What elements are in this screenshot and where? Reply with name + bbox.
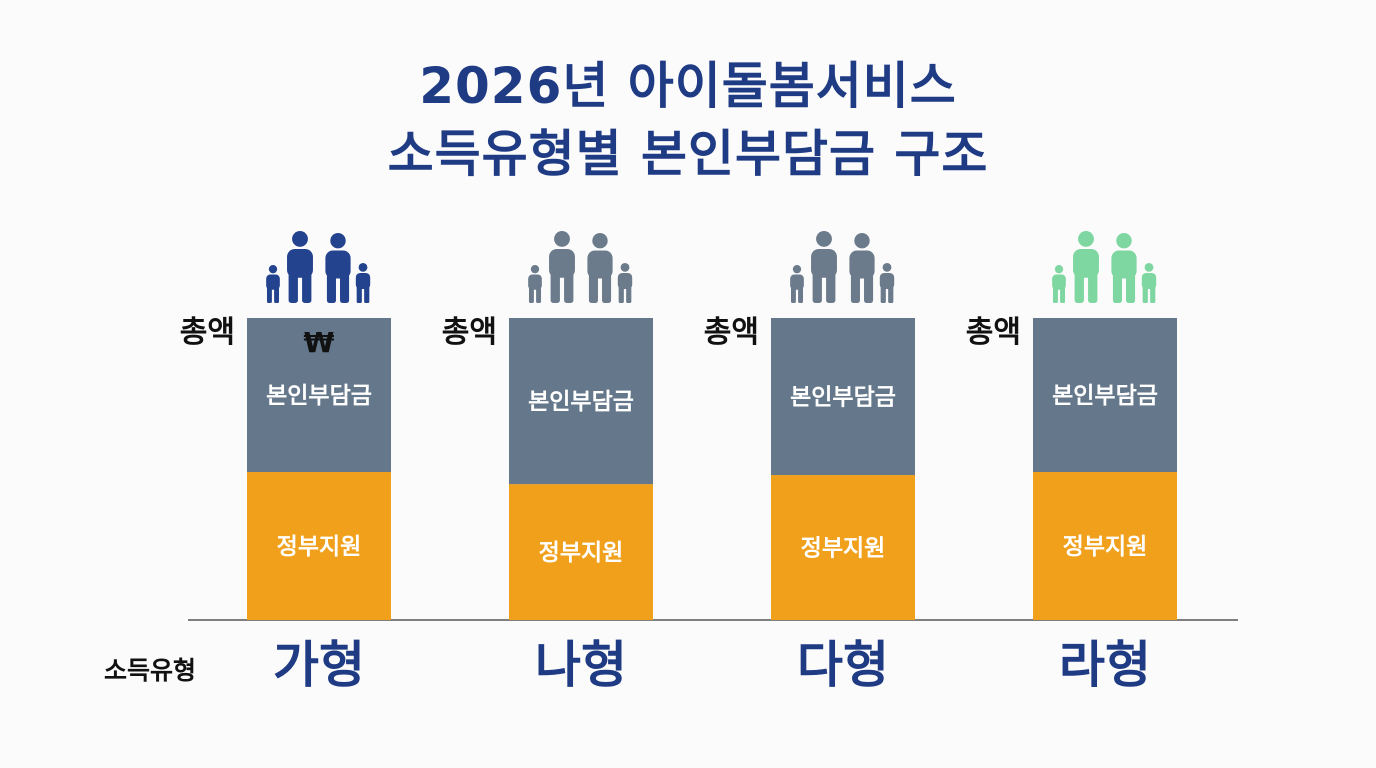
- category-label: 나형: [535, 636, 627, 694]
- category-label: 라형: [1059, 636, 1151, 694]
- bar-segment-gov-support: [771, 475, 915, 620]
- chart-title: 2026년 아이돌봄서비스 소득유형별 본인부담금 구조: [0, 52, 1376, 188]
- bar-label-self-pay: 본인부담금: [790, 385, 896, 411]
- bar-label-gov-support: 정부지원: [539, 540, 624, 566]
- bar-label-gov-support: 정부지원: [1063, 534, 1148, 560]
- x-axis-title: 소득유형: [104, 656, 196, 685]
- bar-label-self-pay: 본인부담금: [266, 383, 372, 409]
- bar-label-self-pay: 본인부담금: [1052, 383, 1158, 409]
- bar-label-gov-support: 정부지원: [277, 534, 362, 560]
- bar-segment-gov-support: [1033, 472, 1177, 620]
- bar-segment-self-pay: [771, 318, 915, 476]
- total-label: 총액: [442, 315, 497, 350]
- family-icon: [266, 231, 371, 303]
- bar-segment-self-pay: [509, 318, 653, 485]
- bar-label-self-pay: 본인부담금: [528, 389, 634, 415]
- bar-segment-gov-support: [509, 484, 653, 620]
- family-icon: [1052, 231, 1157, 303]
- total-label: 총액: [180, 315, 235, 350]
- total-label: 총액: [704, 315, 759, 350]
- title-line-1: 2026년 아이돌봄서비스: [419, 57, 957, 115]
- currency-symbol: ₩: [304, 326, 335, 359]
- family-icon: [790, 231, 895, 303]
- title-line-2: 소득유형별 본인부담금 구조: [387, 125, 989, 183]
- bar-label-gov-support: 정부지원: [801, 536, 886, 562]
- total-label: 총액: [966, 315, 1021, 350]
- family-icon: [528, 231, 633, 303]
- bar-segment-self-pay: [247, 318, 391, 473]
- category-label: 가형: [273, 636, 365, 694]
- category-label: 다형: [797, 636, 889, 694]
- bar-segment-gov-support: [247, 472, 391, 620]
- bar-segment-self-pay: [1033, 318, 1177, 473]
